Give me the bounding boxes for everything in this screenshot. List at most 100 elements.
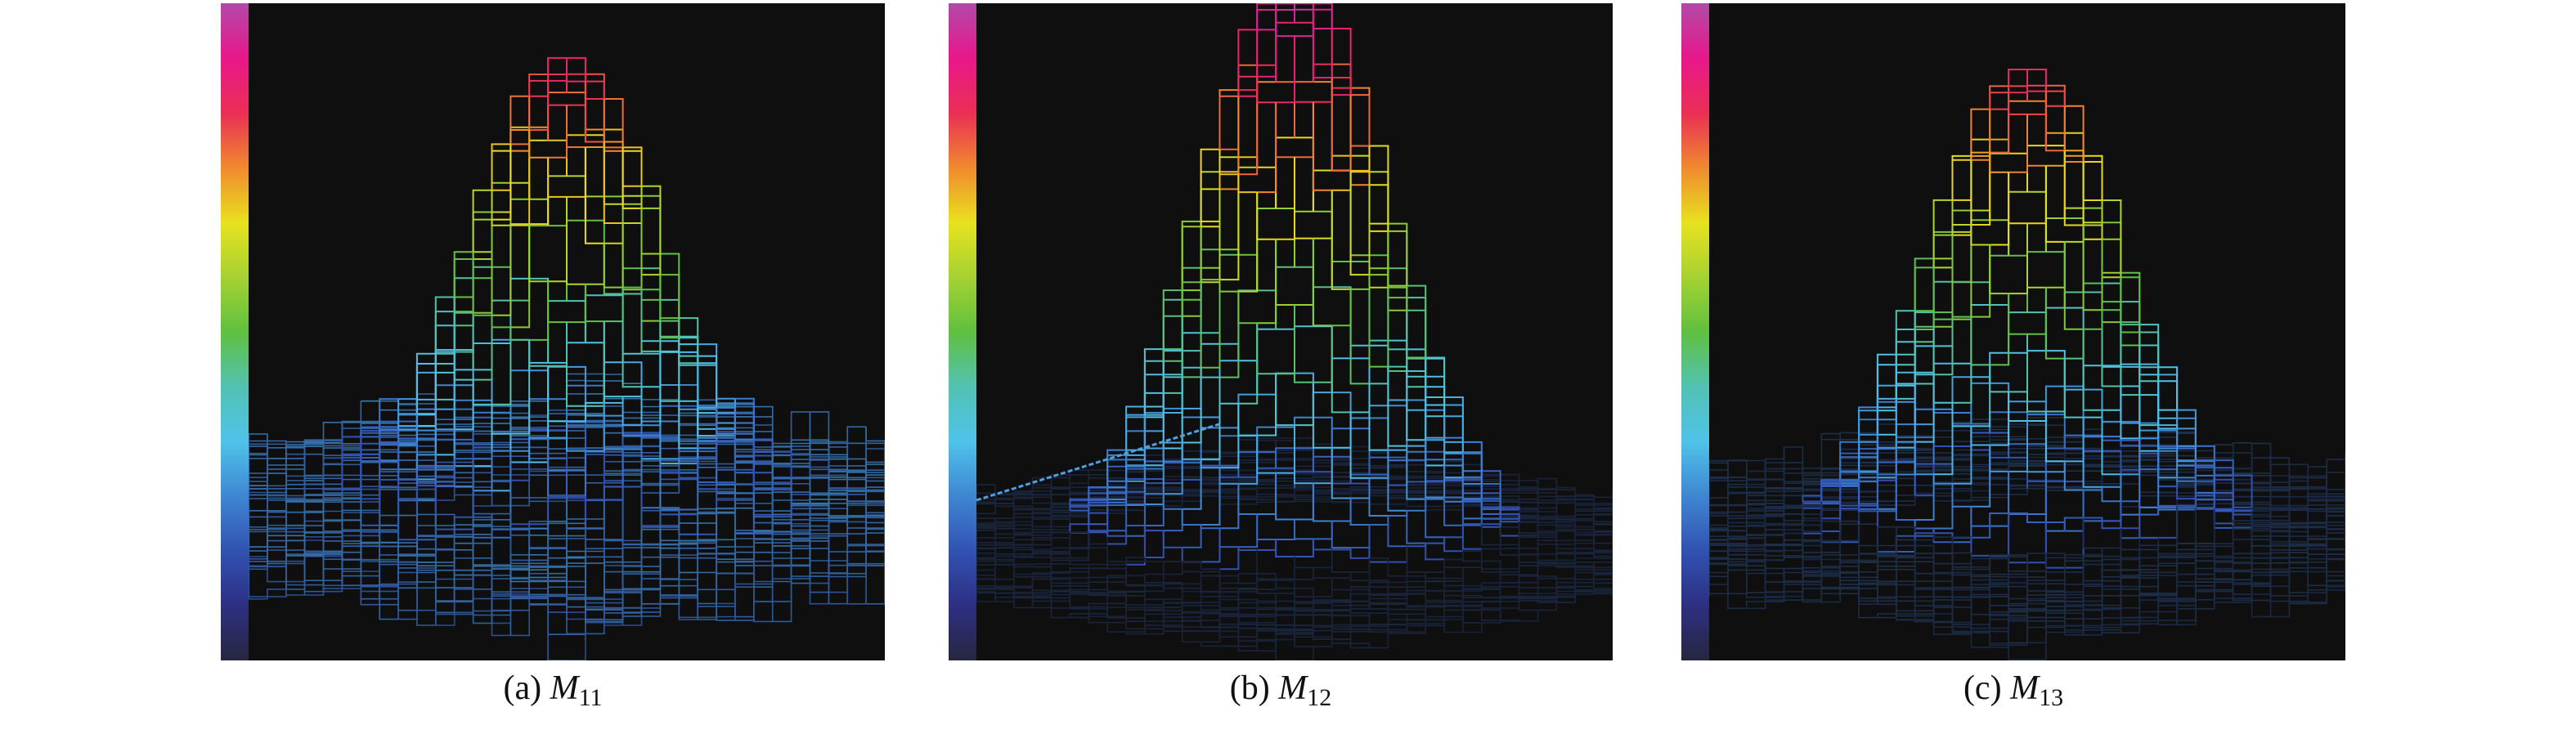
mesh-segment (1368, 525, 1389, 563)
mesh-segment (1200, 459, 1220, 469)
mesh-segment (547, 538, 567, 581)
mesh-segment (566, 105, 586, 148)
mesh-segment (1443, 537, 1463, 553)
mesh-segment (1238, 435, 1259, 452)
mesh-segment (697, 543, 717, 605)
panel-a (221, 3, 885, 660)
mesh-segment (361, 478, 380, 490)
mesh-segment (566, 384, 586, 422)
mesh-segment (866, 449, 885, 506)
mesh-segment (1219, 427, 1240, 436)
mesh-segment (1368, 613, 1389, 631)
mesh-segment (585, 380, 604, 455)
mesh-segment (1575, 592, 1595, 595)
mesh-segment (1237, 403, 1258, 436)
mesh-segment (249, 509, 267, 547)
mesh-segment (1257, 572, 1277, 580)
mesh-segment (1537, 535, 1557, 545)
mesh-segment (1331, 589, 1352, 601)
mesh-segment (1069, 612, 1089, 618)
mesh-segment (659, 399, 680, 462)
mesh-segment (622, 588, 642, 608)
mesh-segment (1126, 575, 1146, 586)
mesh-segment (1276, 305, 1295, 375)
mesh-segment (1407, 370, 1427, 387)
mesh-segment (753, 405, 774, 425)
mesh-segment (1444, 551, 1464, 561)
mesh-segment (716, 441, 735, 471)
mesh-segment (1444, 590, 1464, 596)
mesh-segment (1518, 548, 1538, 566)
mesh-segment (679, 459, 699, 511)
mesh-segment (679, 513, 699, 535)
mesh-segment (1331, 609, 1351, 633)
mesh-segment (1481, 498, 1501, 514)
mesh-segment (1388, 623, 1408, 632)
mesh-segment (716, 412, 736, 493)
mesh-segment (528, 224, 549, 283)
mesh-segment (1218, 484, 1239, 490)
mesh-segment (1125, 414, 1145, 455)
mesh-segment (567, 551, 586, 567)
mesh-segment (1388, 614, 1408, 631)
mesh-segment (454, 452, 474, 479)
mesh-segment (1349, 87, 1370, 147)
mesh-segment (341, 569, 361, 577)
mesh-segment (1312, 3, 1332, 29)
mesh-segment (472, 450, 492, 491)
mesh-segment (1406, 546, 1426, 574)
mesh-segment (1182, 282, 1202, 378)
mesh-segment (548, 74, 568, 93)
mesh-segment (1368, 602, 1389, 609)
mesh-segment (1162, 298, 1183, 375)
mesh-segment (529, 437, 550, 530)
mesh-segment (790, 449, 810, 467)
mesh-segment (1276, 81, 1295, 138)
mesh-segment (379, 562, 399, 588)
mesh-segment (567, 598, 586, 613)
mesh-segment (1144, 613, 1164, 629)
mesh-segment (1350, 525, 1371, 548)
mesh-segment (1275, 239, 1295, 306)
mesh-segment (603, 243, 623, 289)
mesh-segment (771, 533, 792, 544)
mesh-segment (1294, 3, 1313, 23)
mesh-segment (1182, 221, 1202, 292)
mesh-segment (994, 564, 1015, 580)
mesh-segment (473, 569, 493, 615)
colorbar (221, 3, 249, 660)
mesh-segment (1181, 416, 1201, 463)
mesh-segment (716, 539, 735, 548)
mesh-segment (622, 486, 643, 545)
mesh-segment (641, 207, 662, 275)
mesh-segment (1519, 548, 1539, 554)
mesh-segment (453, 277, 473, 350)
mesh-segment (1031, 494, 1052, 498)
mesh-segment (1218, 528, 1239, 548)
mesh-segment (472, 525, 492, 527)
mesh-segment (1069, 504, 1089, 511)
mesh-segment (1088, 502, 1109, 534)
mesh-segment (1425, 605, 1445, 621)
mesh-segment (397, 555, 417, 565)
mesh-segment (865, 491, 885, 530)
mesh-segment (1933, 488, 1954, 495)
mesh-segment (716, 441, 735, 464)
mesh-segment (678, 458, 698, 464)
mesh-segment (716, 553, 735, 621)
mesh-segment (1182, 602, 1202, 606)
mesh-segment (1593, 572, 1613, 589)
mesh-segment (1144, 581, 1164, 585)
mesh-segment (585, 548, 604, 598)
mesh-segment (285, 453, 305, 496)
mesh-segment (1313, 8, 1333, 29)
mesh-segment (1519, 521, 1539, 535)
mesh-segment (528, 339, 549, 367)
mesh-segment (434, 486, 455, 530)
mesh-segment (828, 552, 849, 574)
mesh-segment (603, 403, 623, 434)
mesh-segment (1256, 76, 1277, 104)
mesh-segment (379, 422, 399, 489)
mesh-segment (1480, 464, 1501, 481)
mesh-segment (1051, 585, 1071, 592)
